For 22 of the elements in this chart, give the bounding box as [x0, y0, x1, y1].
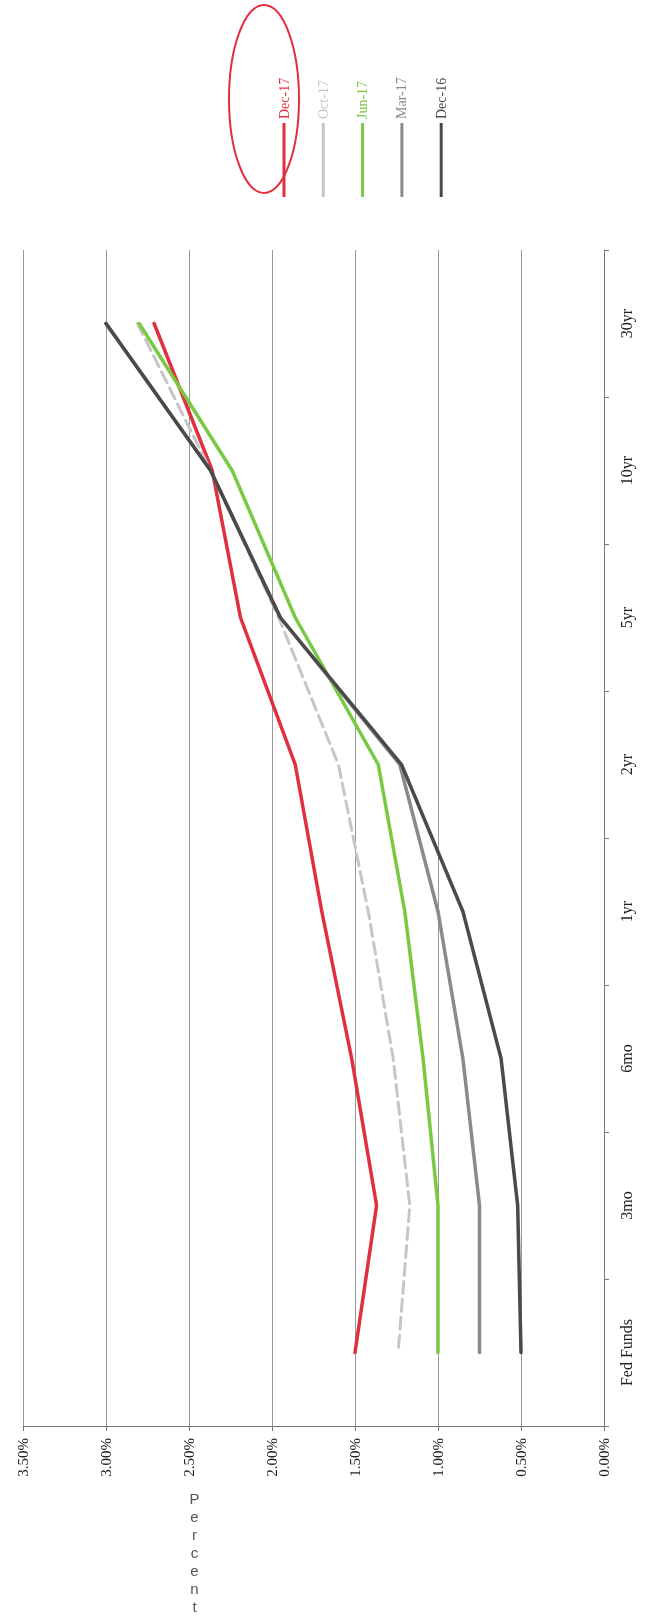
y-tick-label: Fed Funds — [617, 1318, 635, 1387]
y-tick-label: 1yr — [617, 900, 636, 923]
x-tick-label: 1.00% — [430, 1438, 446, 1477]
y-tick-label: 5yr — [617, 606, 636, 629]
text: Dec-17 — [276, 77, 292, 119]
y-tick-label: 30yr — [617, 308, 636, 339]
text: Oct-17 — [315, 80, 331, 119]
x-tick-label: 2.50% — [181, 1438, 197, 1477]
x-tick-label: 0.00% — [596, 1438, 612, 1477]
y-tick-label: 6mo — [617, 1044, 635, 1073]
text: Jun-17 — [355, 80, 371, 119]
y-tick-label: 2yr — [617, 753, 636, 776]
y-tick-label: 10yr — [617, 455, 636, 486]
text: Mar-17 — [394, 77, 410, 119]
x-tick-label: 2.00% — [264, 1438, 280, 1477]
y-tick-label: 3mo — [617, 1191, 635, 1220]
x-tick-label: 1.50% — [347, 1438, 363, 1477]
text: Dec-16 — [433, 77, 449, 119]
x-tick-label: 3.00% — [98, 1438, 114, 1477]
x-tick-label: 3.50% — [15, 1438, 31, 1477]
y-axis-title: Percent — [185, 1490, 204, 1616]
x-tick-label: 0.50% — [513, 1438, 529, 1477]
